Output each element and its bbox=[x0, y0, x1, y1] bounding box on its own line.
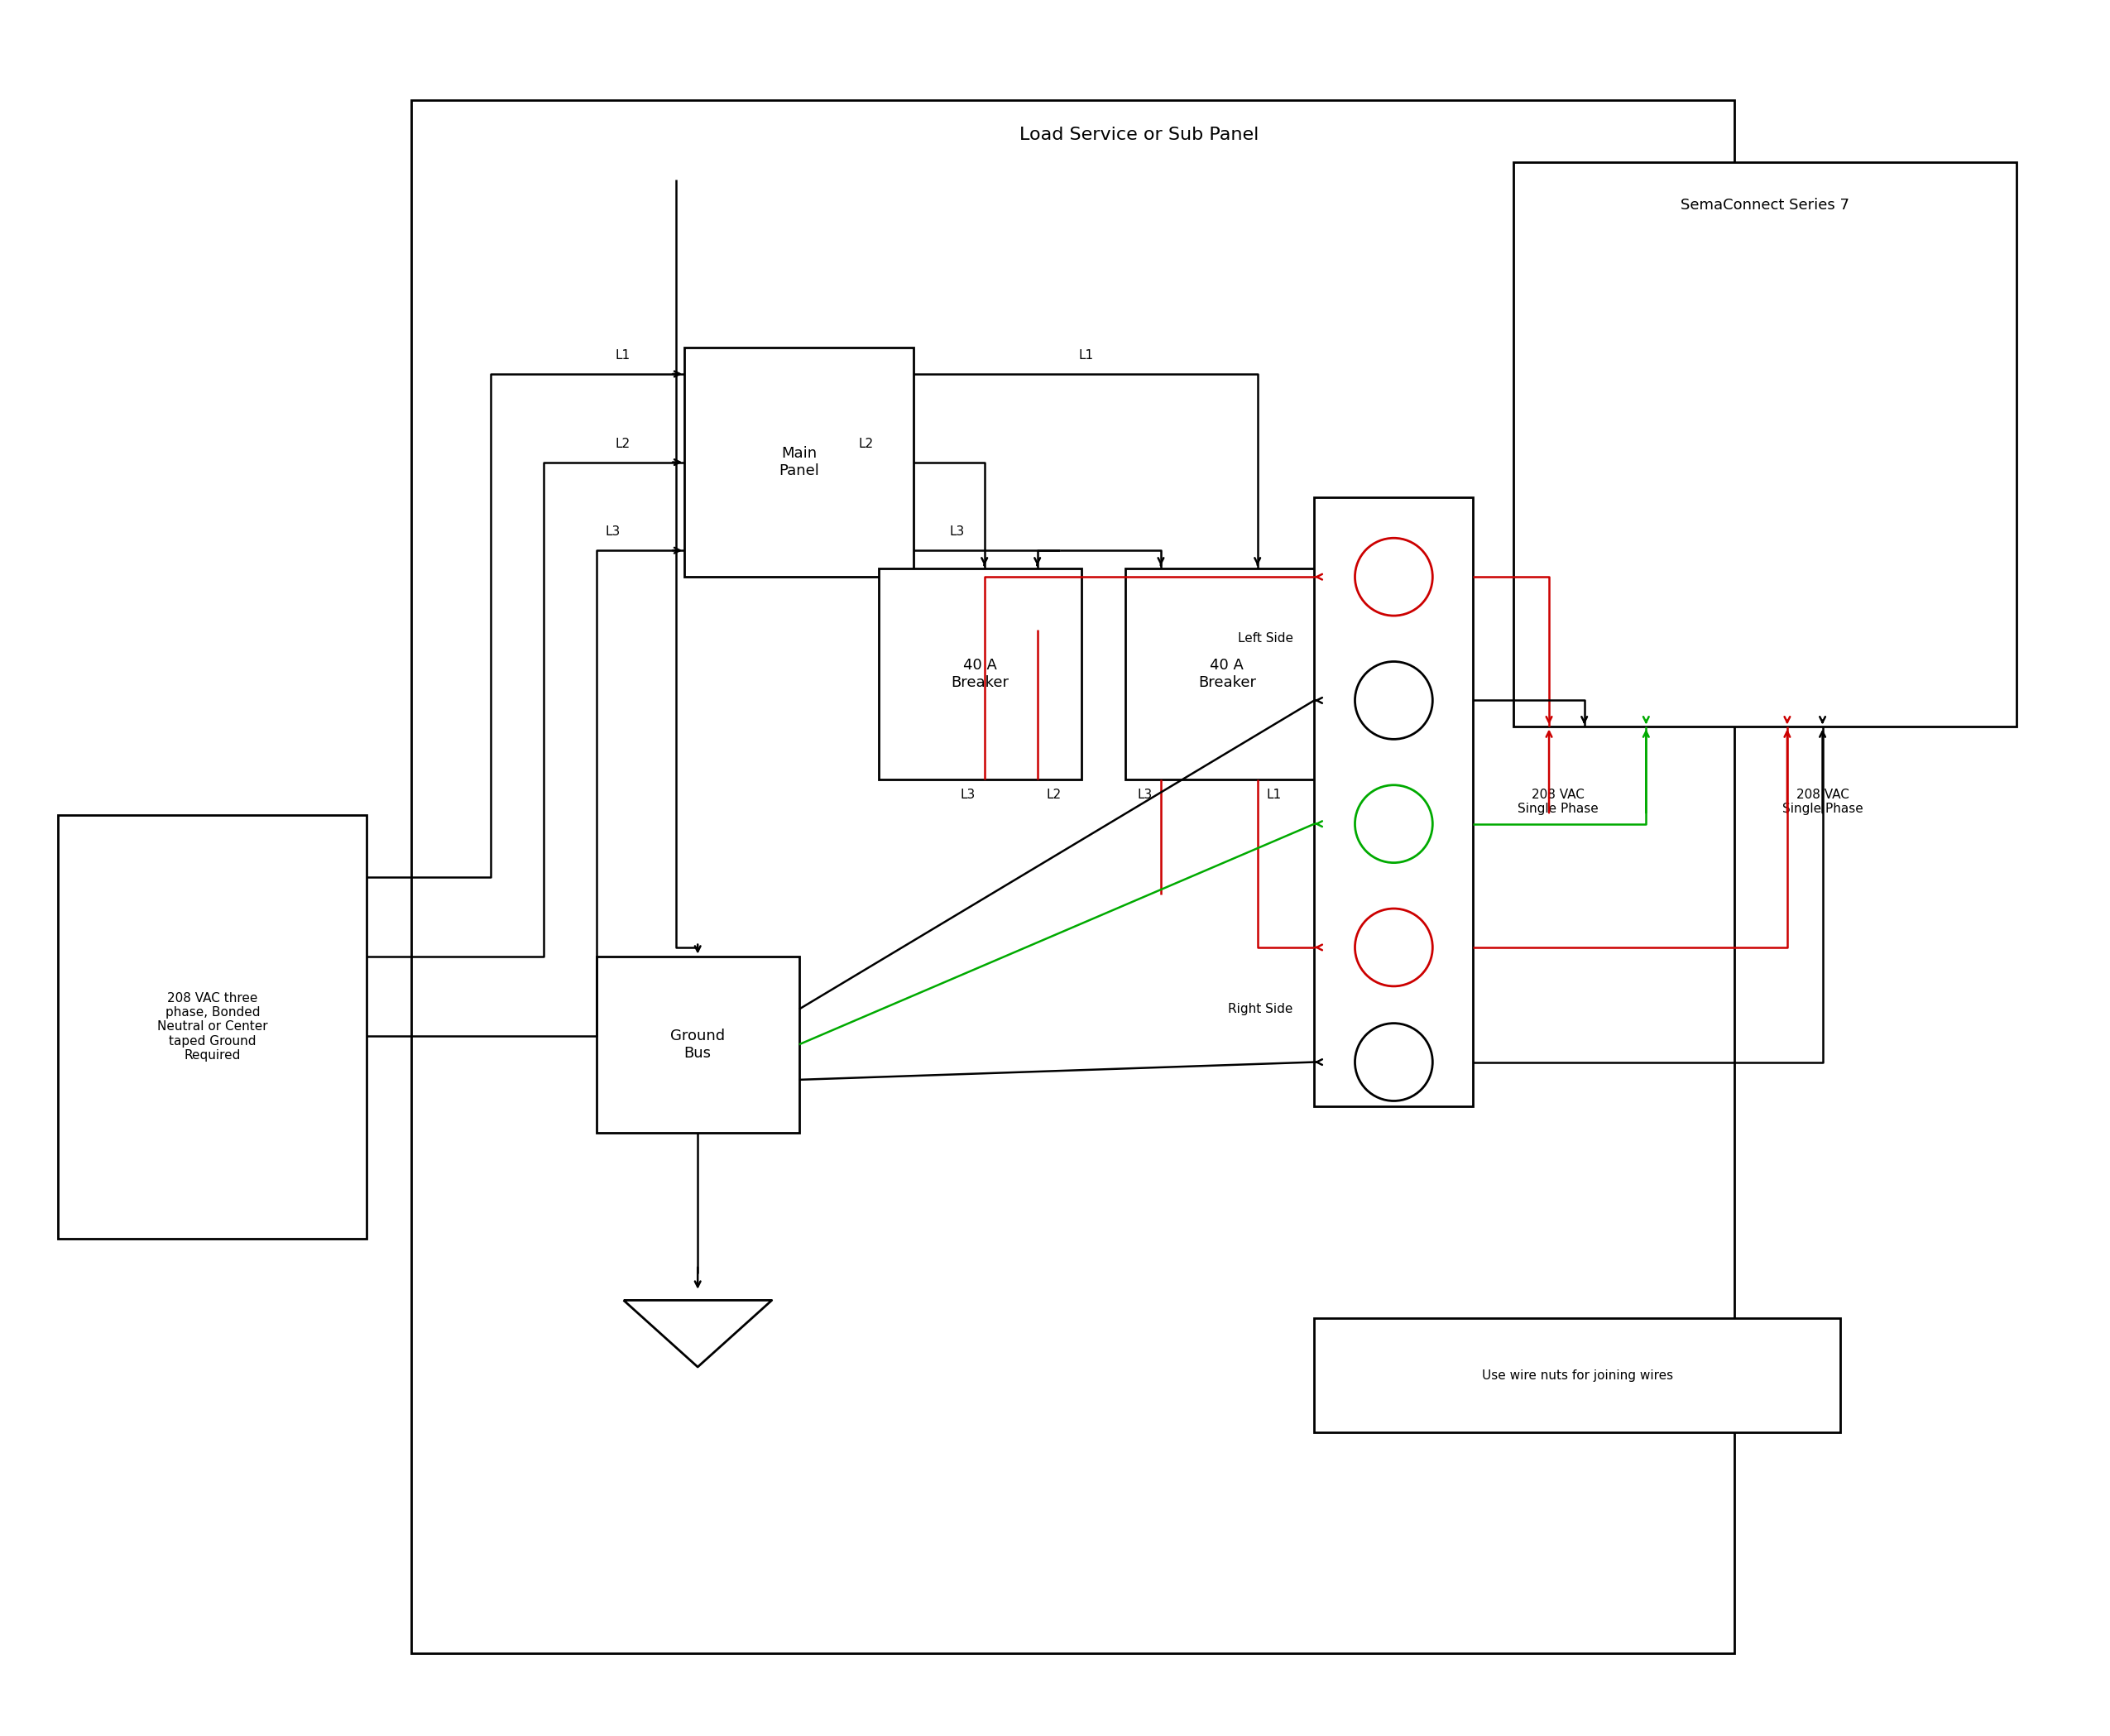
Text: 40 A
Breaker: 40 A Breaker bbox=[952, 658, 1009, 689]
Text: L3: L3 bbox=[1137, 788, 1152, 800]
Text: L2: L2 bbox=[859, 437, 874, 450]
Text: L2: L2 bbox=[1047, 788, 1061, 800]
Text: L2: L2 bbox=[616, 437, 631, 450]
Circle shape bbox=[1355, 1023, 1433, 1101]
Text: L3: L3 bbox=[606, 526, 620, 538]
Text: L1: L1 bbox=[1078, 349, 1093, 361]
Text: Load Service or Sub Panel: Load Service or Sub Panel bbox=[1019, 127, 1258, 144]
Text: L3: L3 bbox=[960, 788, 975, 800]
Text: 40 A
Breaker: 40 A Breaker bbox=[1198, 658, 1255, 689]
Text: 208 VAC
Single Phase: 208 VAC Single Phase bbox=[1517, 788, 1597, 816]
Text: Right Side: Right Side bbox=[1228, 1003, 1293, 1016]
Text: 208 VAC
Single Phase: 208 VAC Single Phase bbox=[1783, 788, 1863, 816]
Bar bbox=[1315, 1318, 1840, 1432]
Text: Left Side: Left Side bbox=[1239, 632, 1293, 644]
Circle shape bbox=[1355, 908, 1433, 986]
Circle shape bbox=[1355, 661, 1433, 740]
Bar bbox=[411, 101, 1734, 1653]
Text: Main
Panel: Main Panel bbox=[779, 446, 819, 477]
Text: L1: L1 bbox=[1266, 788, 1281, 800]
Bar bbox=[878, 568, 1082, 779]
Text: SemaConnect Series 7: SemaConnect Series 7 bbox=[1682, 198, 1850, 212]
Bar bbox=[684, 347, 914, 576]
Bar bbox=[1513, 161, 2017, 727]
Text: Use wire nuts for joining wires: Use wire nuts for joining wires bbox=[1481, 1370, 1673, 1382]
Circle shape bbox=[1355, 785, 1433, 863]
Text: L1: L1 bbox=[616, 349, 631, 361]
Text: L3: L3 bbox=[949, 526, 964, 538]
Text: Ground
Bus: Ground Bus bbox=[671, 1028, 726, 1061]
Bar bbox=[59, 816, 367, 1238]
Text: 208 VAC three
phase, Bonded
Neutral or Center
taped Ground
Required: 208 VAC three phase, Bonded Neutral or C… bbox=[158, 991, 268, 1062]
Bar bbox=[1125, 568, 1329, 779]
Bar bbox=[1315, 498, 1473, 1106]
Circle shape bbox=[1355, 538, 1433, 616]
Bar bbox=[597, 957, 800, 1132]
